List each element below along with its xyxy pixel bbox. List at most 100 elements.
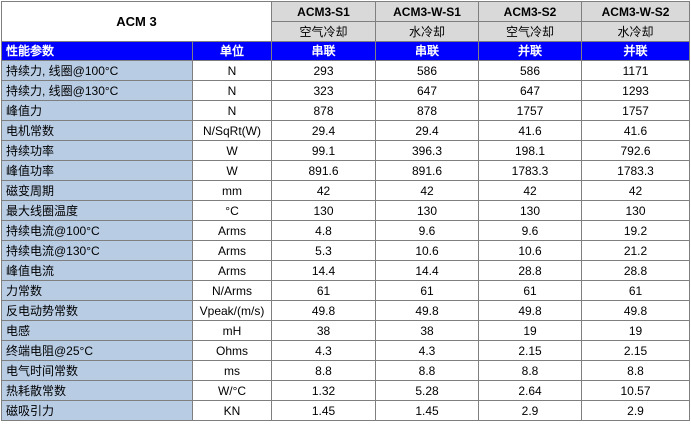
- cooling-type: 空气冷却: [478, 21, 583, 42]
- model-name: ACM3-W-S1: [375, 1, 480, 22]
- value-cell: 2.9: [581, 400, 691, 421]
- value-cell: 19: [581, 320, 691, 341]
- value-cell: 586: [375, 60, 480, 81]
- cooling-row: 空气冷却 水冷却 空气冷却 水冷却: [2, 21, 691, 42]
- connection-header: 并联: [581, 41, 691, 61]
- value-cell: 130: [375, 200, 480, 221]
- value-cell: 9.6: [375, 220, 480, 241]
- value-cell: 38: [271, 320, 377, 341]
- cooling-type: 水冷却: [581, 21, 691, 42]
- param-name: 电感: [1, 320, 193, 341]
- unit-cell: N/Arms: [191, 280, 273, 301]
- value-cell: 4.3: [271, 340, 377, 361]
- value-cell: 586: [478, 60, 583, 81]
- value-cell: 1293: [581, 80, 691, 101]
- value-cell: 4.3: [375, 340, 480, 361]
- value-cell: 29.4: [271, 120, 377, 141]
- table-row: 反电动势常数 Vpeak/(m/s) 49.8 49.8 49.8 49.8: [1, 300, 691, 321]
- table-row: 持续力, 线圈@100°C N 293 586 586 1171: [1, 60, 691, 81]
- param-name: 终端电阻@25°C: [1, 340, 193, 361]
- value-cell: 10.6: [478, 240, 583, 261]
- value-cell: 293: [271, 60, 377, 81]
- value-cell: 99.1: [271, 140, 377, 161]
- cooling-type: 空气冷却: [271, 21, 377, 42]
- param-name: 持续功率: [1, 140, 193, 161]
- value-cell: 61: [581, 280, 691, 301]
- param-name: 电气时间常数: [1, 360, 193, 381]
- model-name: ACM3-S2: [478, 1, 583, 22]
- value-cell: 8.8: [581, 360, 691, 381]
- param-name: 最大线圈温度: [1, 200, 193, 221]
- unit-cell: N/SqRt(W): [191, 120, 273, 141]
- value-cell: 14.4: [271, 260, 377, 281]
- connection-header: 串联: [375, 41, 480, 61]
- cooling-type: 水冷却: [375, 21, 480, 42]
- table-row: 最大线圈温度 °C 130 130 130 130: [1, 200, 691, 221]
- value-cell: 42: [375, 180, 480, 201]
- unit-cell: Vpeak/(m/s): [191, 300, 273, 321]
- value-cell: 28.8: [581, 260, 691, 281]
- unit-cell: ms: [191, 360, 273, 381]
- value-cell: 647: [478, 80, 583, 101]
- model-row: ACM 3 ACM3-S1 ACM3-W-S1 ACM3-S2 ACM3-W-S…: [0, 1, 691, 42]
- param-name: 峰值电流: [1, 260, 193, 281]
- param-name: 反电动势常数: [1, 300, 193, 321]
- table-row: 热耗散常数 W/°C 1.32 5.28 2.64 10.57: [1, 380, 691, 401]
- value-cell: 61: [375, 280, 480, 301]
- value-cell: 49.8: [581, 300, 691, 321]
- unit-cell: N: [191, 80, 273, 101]
- unit-cell: Arms: [191, 220, 273, 241]
- table-row: 磁变周期 mm 42 42 42 42: [1, 180, 691, 201]
- value-cell: 1783.3: [478, 160, 583, 181]
- table-row: 持续功率 W 99.1 396.3 198.1 792.6: [1, 140, 691, 161]
- table-row: 终端电阻@25°C Ohms 4.3 4.3 2.15 2.15: [1, 340, 691, 361]
- value-cell: 792.6: [581, 140, 691, 161]
- table-row: 磁吸引力 KN 1.45 1.45 2.9 2.9: [1, 400, 691, 421]
- param-name: 热耗散常数: [1, 380, 193, 401]
- value-cell: 29.4: [375, 120, 480, 141]
- model-name: ACM3-W-S2: [581, 1, 691, 22]
- param-name: 持续力, 线圈@130°C: [1, 80, 193, 101]
- connection-header: 并联: [478, 41, 583, 61]
- unit-cell: Arms: [191, 260, 273, 281]
- value-cell: 647: [375, 80, 480, 101]
- value-cell: 8.8: [375, 360, 480, 381]
- table-row: 峰值电流 Arms 14.4 14.4 28.8 28.8: [1, 260, 691, 281]
- value-cell: 8.8: [271, 360, 377, 381]
- value-cell: 10.57: [581, 380, 691, 401]
- value-cell: 2.15: [478, 340, 583, 361]
- value-cell: 41.6: [478, 120, 583, 141]
- param-name: 峰值力: [1, 100, 193, 121]
- table-row: 电机常数 N/SqRt(W) 29.4 29.4 41.6 41.6: [1, 120, 691, 141]
- value-cell: 21.2: [581, 240, 691, 261]
- unit-cell: Arms: [191, 240, 273, 261]
- param-name: 磁变周期: [1, 180, 193, 201]
- value-cell: 8.8: [478, 360, 583, 381]
- value-cell: 130: [478, 200, 583, 221]
- table-row: 力常数 N/Arms 61 61 61 61: [1, 280, 691, 301]
- unit-cell: Ohms: [191, 340, 273, 361]
- value-cell: 9.6: [478, 220, 583, 241]
- value-cell: 891.6: [271, 160, 377, 181]
- model-name: ACM3-S1: [271, 1, 377, 22]
- value-cell: 130: [271, 200, 377, 221]
- value-cell: 1.45: [271, 400, 377, 421]
- param-name: 持续力, 线圈@100°C: [1, 60, 193, 81]
- value-cell: 61: [271, 280, 377, 301]
- value-cell: 323: [271, 80, 377, 101]
- value-cell: 42: [271, 180, 377, 201]
- value-cell: 891.6: [375, 160, 480, 181]
- param-name: 电机常数: [1, 120, 193, 141]
- value-cell: 1.45: [375, 400, 480, 421]
- unit-cell: mm: [191, 180, 273, 201]
- value-cell: 1757: [581, 100, 691, 121]
- table-row: 持续电流@100°C Arms 4.8 9.6 9.6 19.2: [1, 220, 691, 241]
- unit-cell: W: [191, 140, 273, 161]
- value-cell: 1.32: [271, 380, 377, 401]
- unit-cell: W/°C: [191, 380, 273, 401]
- connection-header: 串联: [271, 41, 377, 61]
- value-cell: 19: [478, 320, 583, 341]
- unit-cell: °C: [191, 200, 273, 221]
- value-cell: 2.15: [581, 340, 691, 361]
